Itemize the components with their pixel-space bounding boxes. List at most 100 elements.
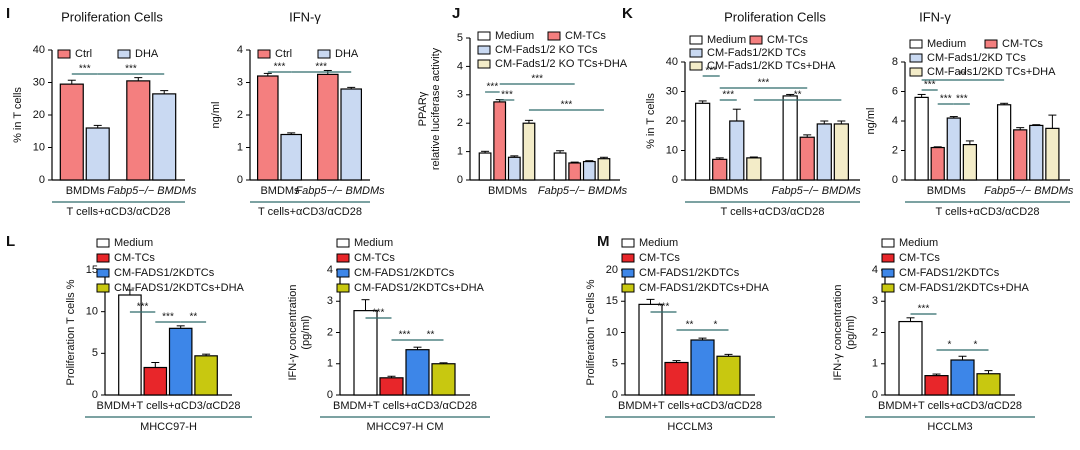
group-label: MHCC97-H CM	[367, 421, 444, 433]
y-tick-label: 10	[606, 326, 618, 338]
y-tick-label: 5	[457, 32, 463, 44]
y-tick-label: 0	[612, 389, 618, 401]
legend-label: CM-Fads1/2KD TCs	[927, 52, 1026, 64]
bar	[126, 80, 151, 181]
panel-letter: L	[6, 233, 15, 250]
bar	[946, 117, 961, 181]
bar	[478, 152, 492, 181]
legend-label: Medium	[114, 237, 153, 249]
y-tick-label: 3	[237, 76, 243, 88]
bar	[143, 366, 168, 396]
y-tick-label: 15	[606, 295, 618, 307]
significance-label: ***	[79, 64, 91, 75]
group-label: HCCLM3	[667, 421, 712, 433]
legend-label: CM-TCs	[114, 252, 155, 264]
legend-swatch	[621, 268, 635, 278]
legend-swatch	[621, 253, 635, 263]
legend-swatch	[689, 35, 703, 45]
legend-swatch	[909, 67, 923, 77]
legend-swatch	[336, 283, 350, 293]
legend-label: CM-Fads1/2KD TCs+DHA	[927, 66, 1056, 78]
x-tick-label: BMDM+T cells+αCD3/αCD28	[97, 400, 241, 412]
y-axis-label: ng/ml	[865, 108, 877, 135]
y-tick-label: 4	[327, 264, 333, 276]
y-tick-label: 0	[672, 174, 678, 186]
legend-label: CM-FADS1/2KDTCs+DHA	[354, 282, 485, 294]
bar	[405, 349, 430, 396]
y-tick-label: 10	[33, 141, 45, 153]
legend-swatch	[477, 45, 491, 55]
bar	[924, 375, 949, 396]
significance-label: ***	[487, 82, 499, 93]
bar	[833, 123, 849, 181]
y-tick-label: 15	[86, 264, 98, 276]
y-tick-label: 1	[872, 358, 878, 370]
significance-label: *	[974, 340, 978, 351]
y-axis-label: Proliferation T cells %	[65, 279, 77, 385]
y-tick-label: 0	[327, 389, 333, 401]
significance-label: ***	[722, 90, 734, 101]
chart-title: IFN-γ	[289, 9, 321, 24]
bar	[996, 104, 1012, 181]
bar	[522, 122, 536, 181]
significance-label: **	[794, 90, 802, 101]
y-tick-label: 2	[237, 109, 243, 121]
legend-swatch	[749, 35, 763, 45]
y-axis-label: % in T cells	[12, 87, 24, 143]
significance-label: *	[714, 320, 718, 331]
legend-label: CM-Fads1/2 KO TCs	[495, 44, 598, 56]
legend-label: CM-FADS1/2KDTCs	[354, 267, 455, 279]
bar	[152, 93, 177, 181]
y-tick-label: 20	[606, 264, 618, 276]
bar	[898, 320, 923, 396]
group-label: MHCC97-H	[140, 421, 197, 433]
panel-letter: J	[452, 5, 460, 22]
legend-swatch	[477, 59, 491, 69]
bar	[638, 303, 663, 396]
x-tick-label: Fabp5−/− BMDMs	[984, 185, 1074, 197]
legend-label: Medium	[354, 237, 393, 249]
y-tick-label: 10	[86, 306, 98, 318]
legend-label: CM-TCs	[565, 30, 606, 42]
significance-label: ***	[162, 312, 174, 323]
legend-label: CM-TCs	[639, 252, 680, 264]
bar	[950, 359, 975, 396]
legend-swatch	[257, 49, 271, 59]
legend-label: CM-FADS1/2KDTCs+DHA	[114, 282, 245, 294]
legend-label: CM-TCs	[899, 252, 940, 264]
legend-swatch	[909, 53, 923, 63]
legend-swatch	[336, 238, 350, 248]
y-tick-label: 4	[457, 60, 463, 72]
significance-label: ***	[501, 90, 513, 101]
bar	[1029, 124, 1044, 181]
bar	[690, 339, 715, 396]
significance-label: ***	[399, 330, 411, 341]
x-tick-label: BMDMs	[488, 185, 528, 197]
bar	[914, 96, 929, 181]
y-tick-label: 1	[237, 141, 243, 153]
y-tick-label: 4	[892, 115, 898, 127]
y-axis-label: % in T cells	[645, 93, 657, 149]
significance-label: ***	[956, 94, 968, 105]
y-axis-label: Proliferation T cells %	[585, 279, 597, 385]
legend-label: CM-Fads1/2 KO TCs+DHA	[495, 58, 628, 70]
significance-label: ***	[758, 78, 770, 89]
bar	[782, 95, 798, 181]
group-label: T cells+αCD3/αCD28	[67, 206, 171, 218]
x-tick-label: BMDM+T cells+αCD3/αCD28	[618, 400, 762, 412]
y-tick-label: 2	[457, 117, 463, 129]
group-label: T cells+αCD3/αCD28	[721, 206, 825, 218]
y-tick-label: 20	[666, 115, 678, 127]
x-tick-label: Fabp5−/− BMDMs	[107, 185, 197, 197]
y-tick-label: 0	[92, 389, 98, 401]
bar	[431, 363, 456, 396]
x-tick-label: BMDMs	[927, 185, 967, 197]
panel-letter: K	[622, 5, 633, 22]
significance-label: ***	[373, 308, 385, 319]
bar	[729, 120, 745, 181]
legend-swatch	[881, 238, 895, 248]
y-tick-label: 3	[327, 295, 333, 307]
significance-label: ***	[924, 80, 936, 91]
legend-label: Medium	[899, 237, 938, 249]
bar	[280, 133, 302, 181]
